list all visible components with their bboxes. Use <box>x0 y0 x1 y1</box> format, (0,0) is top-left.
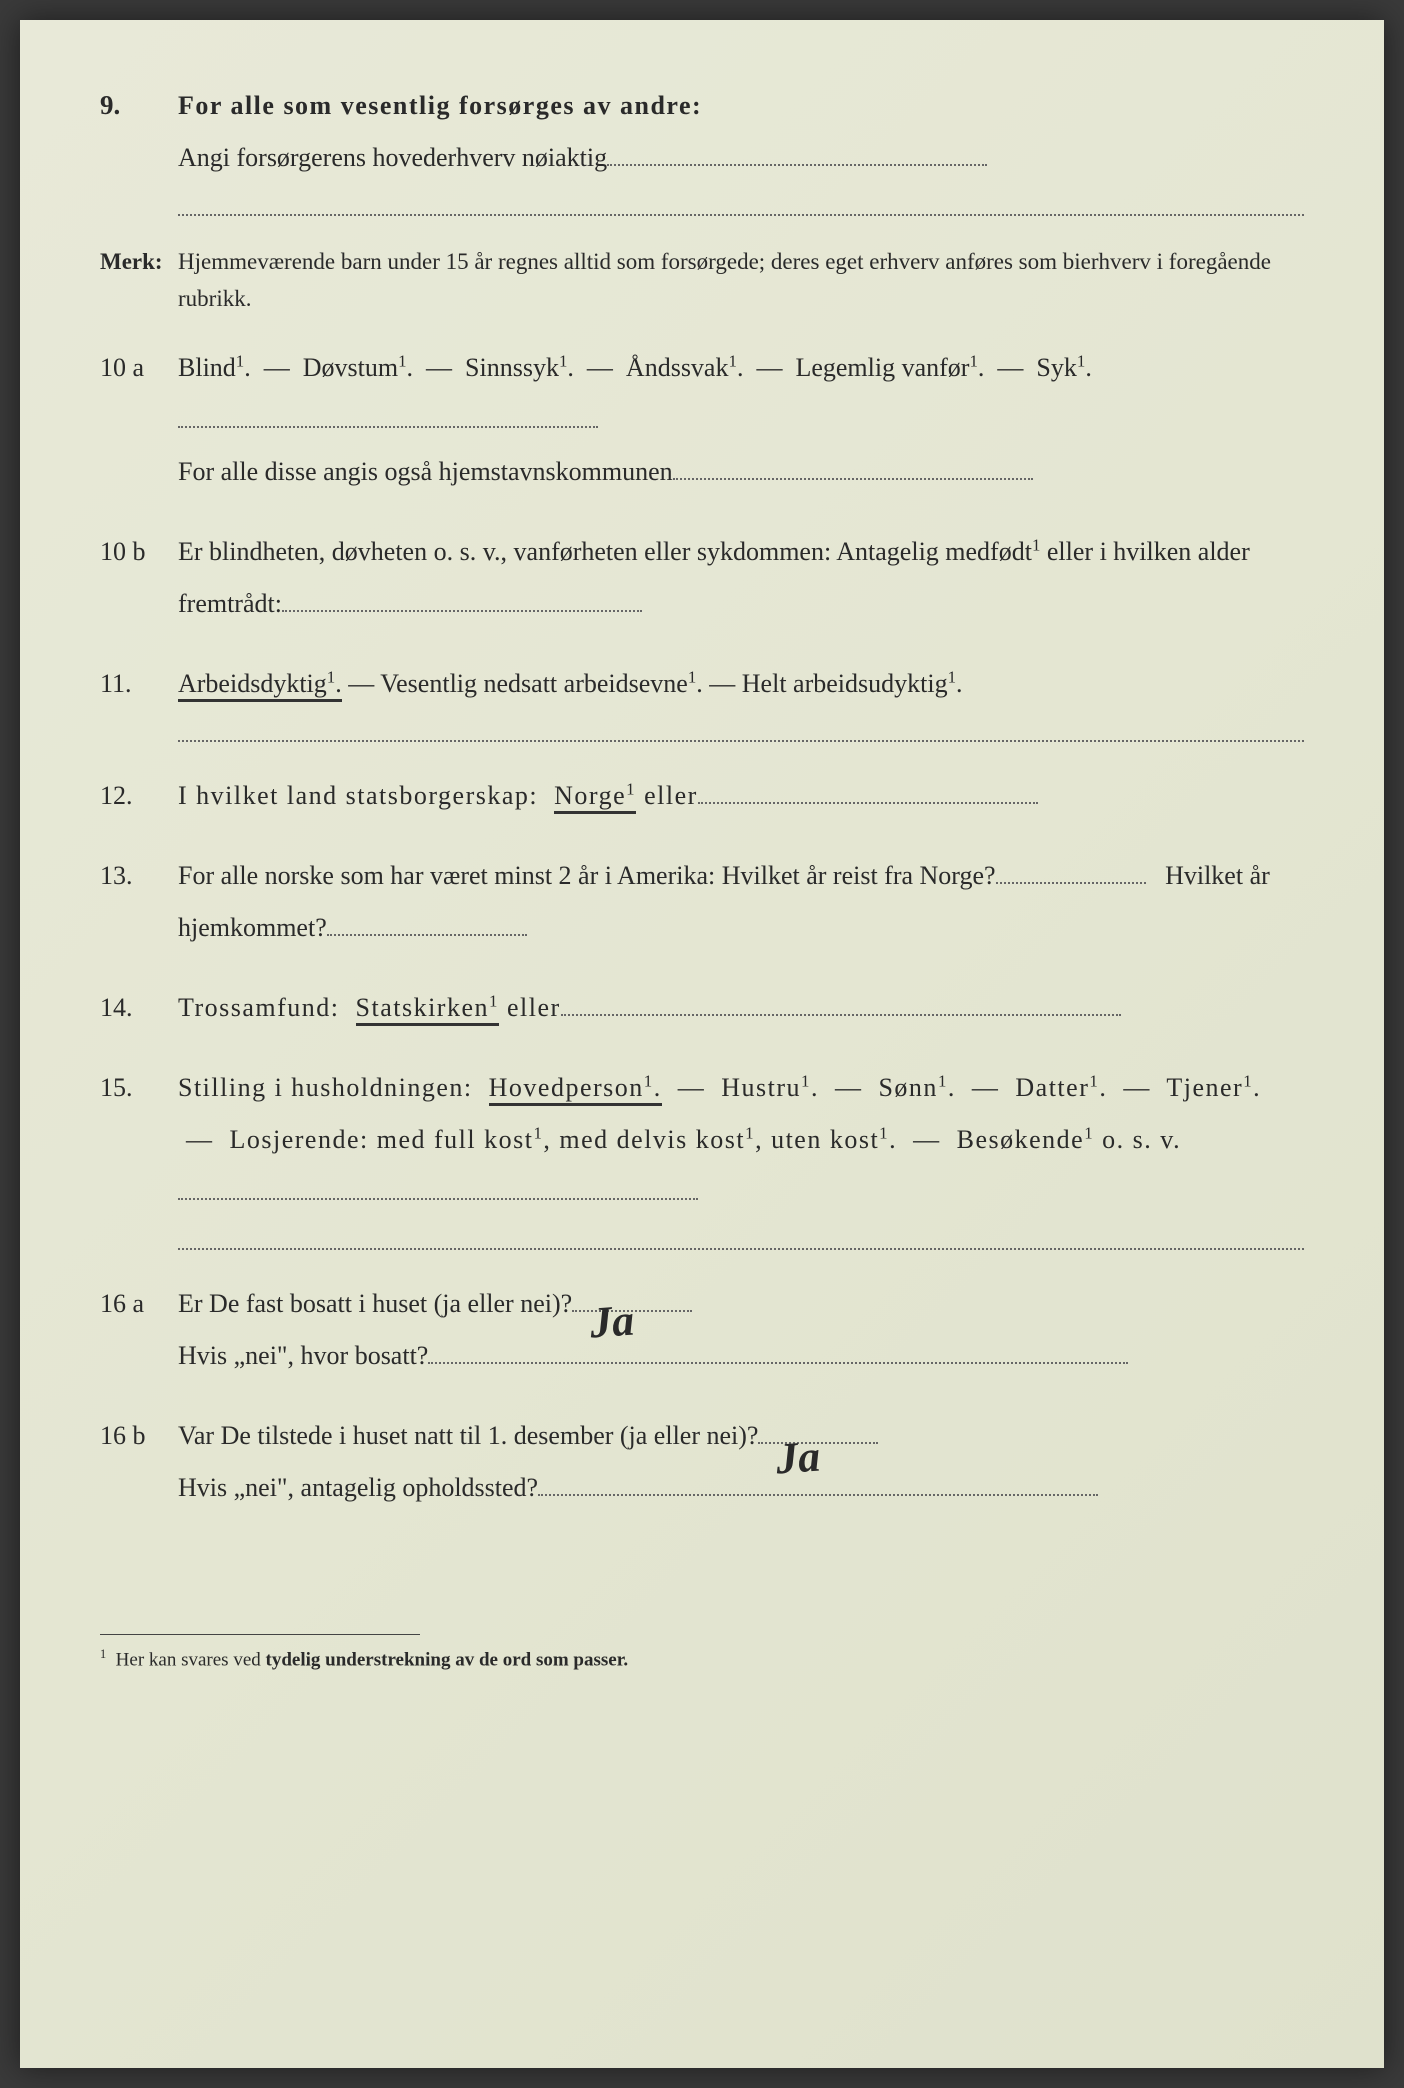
opt-syk[interactable]: Syk <box>1036 353 1076 382</box>
q16a-number: 16 a <box>100 1279 178 1328</box>
q12-number: 12. <box>100 771 178 820</box>
question-10b: 10 b Er blindheten, døvheten o. s. v., v… <box>100 526 1304 630</box>
question-12: 12. I hvilket land statsborgerskap: Norg… <box>100 770 1304 822</box>
q11-number: 11. <box>100 659 178 708</box>
q10b-fill[interactable] <box>282 610 642 612</box>
q10a-number: 10 a <box>100 343 178 392</box>
opt-statskirken[interactable]: Statskirken1 <box>356 993 499 1026</box>
q16a-fill2[interactable] <box>428 1362 1128 1364</box>
q10a-fill2[interactable] <box>673 478 1033 480</box>
q16b-answer: Ja <box>773 1412 823 1503</box>
question-16a: 16 a Er De fast bosatt i huset (ja eller… <box>100 1278 1304 1382</box>
footnote: 1 Her kan svares ved tydelig understrekn… <box>100 1647 1304 1671</box>
q14-content: Trossamfund: Statskirken1 eller <box>178 982 1304 1034</box>
census-form-page: 9. For alle som vesentlig forsørges av a… <box>20 20 1384 2068</box>
q16b-number: 16 b <box>100 1411 178 1460</box>
question-15: 15. Stilling i husholdningen: Hovedperso… <box>100 1062 1304 1250</box>
q13-fill2[interactable] <box>327 934 527 936</box>
q14-fill[interactable] <box>561 1014 1121 1016</box>
footnote-divider <box>100 1634 420 1635</box>
opt-datter[interactable]: Datter <box>1015 1073 1089 1102</box>
q10b-number: 10 b <box>100 527 178 576</box>
q16a-line2: Hvis „nei", hvor bosatt? <box>178 1330 1304 1382</box>
q12-eller: eller <box>644 781 698 810</box>
q12-text: I hvilket land statsborgerskap: <box>178 781 538 810</box>
question-11: 11. Arbeidsdyktig1. — Vesentlig nedsatt … <box>100 658 1304 742</box>
q10b-text: Er blindheten, døvheten o. s. v., vanfør… <box>178 526 1304 630</box>
opt-udyktig[interactable]: Helt arbeidsudyktig <box>742 669 948 698</box>
opt-arbeidsdyktig[interactable]: Arbeidsdyktig1. <box>178 669 342 702</box>
opt-blind[interactable]: Blind <box>178 353 236 382</box>
question-10a: 10 a Blind1. — Døvstum1. — Sinnssyk1. — … <box>100 342 1304 498</box>
merk-note: Merk: Hjemmeværende barn under 15 år reg… <box>100 244 1304 318</box>
q15-fill[interactable] <box>178 1198 698 1200</box>
q10a-options: Blind1. — Døvstum1. — Sinnssyk1. — Åndss… <box>178 342 1304 446</box>
question-13: 13. For alle norske som har været minst … <box>100 850 1304 954</box>
opt-losj-delvis[interactable]: med delvis kost <box>559 1125 745 1154</box>
q9-fill[interactable] <box>607 164 987 166</box>
opt-losj-uten[interactable]: uten kost <box>771 1125 879 1154</box>
opt-vanfor[interactable]: Legemlig vanfør <box>795 353 969 382</box>
q13-fill1[interactable] <box>996 882 1146 884</box>
q16b-line2-text: Hvis „nei", antagelig opholdssted? <box>178 1473 538 1502</box>
q16a-text: Er De fast bosatt i huset (ja eller nei)… <box>178 1289 572 1318</box>
merk-text: Hjemmeværende barn under 15 år regnes al… <box>178 244 1304 318</box>
opt-besokende[interactable]: Besøkende <box>957 1125 1085 1154</box>
opt-sonn[interactable]: Sønn <box>878 1073 937 1102</box>
q16b-text: Var De tilstede i huset natt til 1. dese… <box>178 1421 758 1450</box>
q9-line: Angi forsørgerens hovederhverv nøiaktig <box>178 132 1304 184</box>
q9-title: For alle som vesentlig forsørges av andr… <box>178 80 1304 132</box>
question-16b: 16 b Var De tilstede i huset natt til 1.… <box>100 1410 1304 1514</box>
opt-andssvak[interactable]: Åndssvak <box>626 353 729 382</box>
q12-fill[interactable] <box>698 802 1038 804</box>
q13-number: 13. <box>100 851 178 900</box>
q10a-line2: For alle disse angis også hjemstavnskomm… <box>178 446 1304 498</box>
q10b-text1: Er blindheten, døvheten o. s. v., vanfør… <box>178 537 1032 566</box>
q9-line-text: Angi forsørgerens hovederhverv nøiaktig <box>178 143 607 172</box>
q14-eller: eller <box>507 993 561 1022</box>
q16a-answer: Ja <box>587 1276 637 1367</box>
q16a-content: Er De fast bosatt i huset (ja eller nei)… <box>178 1278 1304 1330</box>
merk-label: Merk: <box>100 244 178 318</box>
q13-text: For alle norske som har været minst 2 år… <box>178 861 996 890</box>
q9-fill-2[interactable] <box>178 192 1304 216</box>
q11-fill[interactable] <box>178 718 1304 742</box>
question-14: 14. Trossamfund: Statskirken1 eller <box>100 982 1304 1034</box>
q15-fill2[interactable] <box>178 1226 1304 1250</box>
q15-osv: o. s. v. <box>1102 1125 1181 1154</box>
q16a-line2-text: Hvis „nei", hvor bosatt? <box>178 1341 428 1370</box>
opt-tjener[interactable]: Tjener <box>1166 1073 1243 1102</box>
opt-losj-full[interactable]: Losjerende: med full kost <box>230 1125 534 1154</box>
q11-options: Arbeidsdyktig1. — Vesentlig nedsatt arbe… <box>178 658 1304 710</box>
q15-text: Stilling i husholdningen: <box>178 1073 473 1102</box>
q16b-answer-field[interactable]: Ja <box>758 1442 878 1444</box>
q10a-line2-text: For alle disse angis også hjemstavnskomm… <box>178 457 673 486</box>
opt-hovedperson[interactable]: Hovedperson1. <box>489 1073 662 1106</box>
opt-dovstum[interactable]: Døvstum <box>303 353 398 382</box>
q12-content: I hvilket land statsborgerskap: Norge1 e… <box>178 770 1304 822</box>
q15-number: 15. <box>100 1063 178 1112</box>
q15-content: Stilling i husholdningen: Hovedperson1. … <box>178 1062 1304 1218</box>
q10a-fill[interactable] <box>178 426 598 428</box>
q16a-answer-field[interactable]: Ja <box>572 1310 692 1312</box>
opt-hustru[interactable]: Hustru <box>721 1073 801 1102</box>
q16b-content: Var De tilstede i huset natt til 1. dese… <box>178 1410 1304 1462</box>
q16b-line2: Hvis „nei", antagelig opholdssted? <box>178 1462 1304 1514</box>
footnote-text-pre: Her kan svares ved <box>116 1649 266 1670</box>
footnote-text-bold: tydelig understrekning av de ord som pas… <box>266 1649 629 1670</box>
opt-nedsatt[interactable]: Vesentlig nedsatt arbeidsevne <box>380 669 688 698</box>
q9-number: 9. <box>100 80 178 131</box>
q14-number: 14. <box>100 983 178 1032</box>
footnote-marker: 1 <box>100 1647 106 1661</box>
q14-text: Trossamfund: <box>178 993 340 1022</box>
opt-sinnssyk[interactable]: Sinnssyk <box>465 353 559 382</box>
q13-content: For alle norske som har været minst 2 år… <box>178 850 1304 954</box>
question-9: 9. For alle som vesentlig forsørges av a… <box>100 80 1304 216</box>
opt-norge[interactable]: Norge1 <box>554 781 636 814</box>
